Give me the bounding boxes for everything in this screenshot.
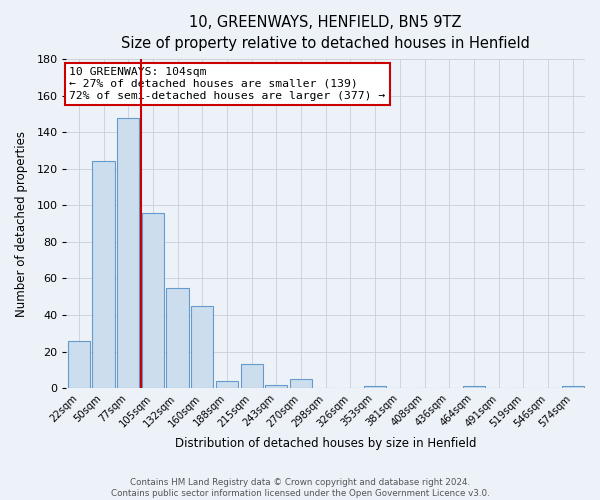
Bar [191, 306, 214, 388]
Bar [265, 384, 287, 388]
Bar [364, 386, 386, 388]
Bar [117, 118, 139, 388]
Bar [562, 386, 584, 388]
Y-axis label: Number of detached properties: Number of detached properties [15, 130, 28, 316]
Bar [68, 340, 90, 388]
X-axis label: Distribution of detached houses by size in Henfield: Distribution of detached houses by size … [175, 437, 476, 450]
Bar [290, 379, 312, 388]
Text: Contains HM Land Registry data © Crown copyright and database right 2024.
Contai: Contains HM Land Registry data © Crown c… [110, 478, 490, 498]
Bar [92, 162, 115, 388]
Bar [142, 212, 164, 388]
Title: 10, GREENWAYS, HENFIELD, BN5 9TZ
Size of property relative to detached houses in: 10, GREENWAYS, HENFIELD, BN5 9TZ Size of… [121, 15, 530, 51]
Bar [241, 364, 263, 388]
Bar [463, 386, 485, 388]
Bar [216, 381, 238, 388]
Bar [166, 288, 189, 388]
Text: 10 GREENWAYS: 104sqm
← 27% of detached houses are smaller (139)
72% of semi-deta: 10 GREENWAYS: 104sqm ← 27% of detached h… [69, 68, 385, 100]
